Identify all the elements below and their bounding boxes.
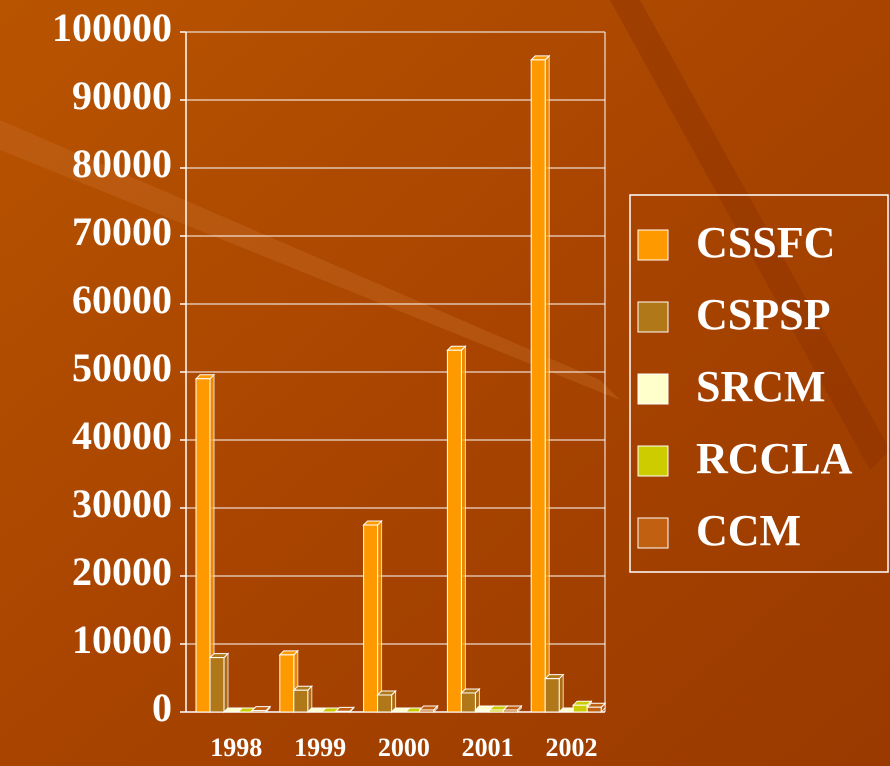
legend-label: CCM bbox=[696, 506, 801, 555]
x-tick-label: 1998 bbox=[210, 733, 262, 762]
bar-top bbox=[543, 674, 565, 680]
bar-side bbox=[223, 652, 229, 714]
bar bbox=[502, 709, 518, 713]
x-tick-label: 2000 bbox=[378, 733, 430, 762]
bar-top bbox=[585, 702, 607, 708]
bar-top bbox=[418, 705, 439, 711]
decoration bbox=[0, 120, 620, 400]
bar bbox=[377, 694, 393, 713]
bar bbox=[419, 709, 435, 713]
bar bbox=[209, 657, 225, 713]
x-tick-label: 2002 bbox=[545, 733, 597, 762]
legend-label: CSPSP bbox=[696, 290, 830, 339]
bar-top bbox=[362, 520, 383, 526]
y-tick-label: 50000 bbox=[72, 345, 172, 390]
bar bbox=[363, 524, 379, 713]
bar-top bbox=[446, 345, 467, 351]
legend-label: SRCM bbox=[696, 362, 826, 411]
legend-swatch bbox=[637, 301, 669, 333]
bar bbox=[488, 709, 504, 713]
legend-swatch bbox=[637, 229, 669, 261]
bar-top bbox=[502, 705, 523, 711]
bar-top bbox=[334, 706, 356, 712]
y-tick-label: 60000 bbox=[72, 277, 172, 322]
bar bbox=[586, 706, 602, 713]
bar-side bbox=[377, 519, 383, 714]
bar-top bbox=[376, 690, 397, 696]
bar-top bbox=[292, 685, 314, 691]
legend-label: RCCLA bbox=[696, 434, 853, 483]
y-tick-label: 20000 bbox=[72, 549, 172, 594]
bar bbox=[251, 710, 267, 713]
bar bbox=[335, 710, 351, 713]
bar bbox=[279, 654, 295, 713]
y-tick-label: 90000 bbox=[72, 73, 172, 118]
y-tick-label: 100000 bbox=[52, 5, 172, 50]
x-tick-label: 1999 bbox=[294, 733, 346, 762]
y-tick-label: 70000 bbox=[72, 209, 172, 254]
bar-top bbox=[278, 650, 300, 656]
bar bbox=[446, 349, 462, 713]
bar-side bbox=[558, 673, 564, 714]
bar-side bbox=[460, 345, 466, 714]
bar bbox=[572, 704, 588, 713]
legend-box bbox=[629, 194, 889, 573]
bar bbox=[195, 378, 211, 713]
bar bbox=[544, 678, 560, 713]
bar bbox=[530, 59, 546, 713]
x-tick-label: 2001 bbox=[462, 733, 514, 762]
bar-top bbox=[571, 700, 593, 706]
bar-side bbox=[544, 54, 550, 714]
bar-top bbox=[460, 688, 481, 694]
bar-top bbox=[250, 706, 272, 712]
legend-swatch bbox=[637, 517, 669, 549]
legend-swatch bbox=[637, 445, 669, 477]
decoration bbox=[610, 0, 890, 470]
y-tick-label: 40000 bbox=[72, 413, 172, 458]
y-tick-label: 30000 bbox=[72, 481, 172, 526]
bar-top bbox=[208, 653, 230, 659]
bar bbox=[460, 692, 476, 713]
legend-swatch bbox=[637, 373, 669, 405]
legend-label: CSSFC bbox=[696, 218, 835, 267]
y-tick-label: 0 bbox=[152, 685, 172, 730]
bar bbox=[293, 689, 309, 713]
bar-top bbox=[194, 374, 216, 380]
bar-top bbox=[529, 55, 551, 61]
y-tick-label: 80000 bbox=[72, 141, 172, 186]
bar bbox=[474, 709, 490, 713]
y-tick-label: 10000 bbox=[72, 617, 172, 662]
